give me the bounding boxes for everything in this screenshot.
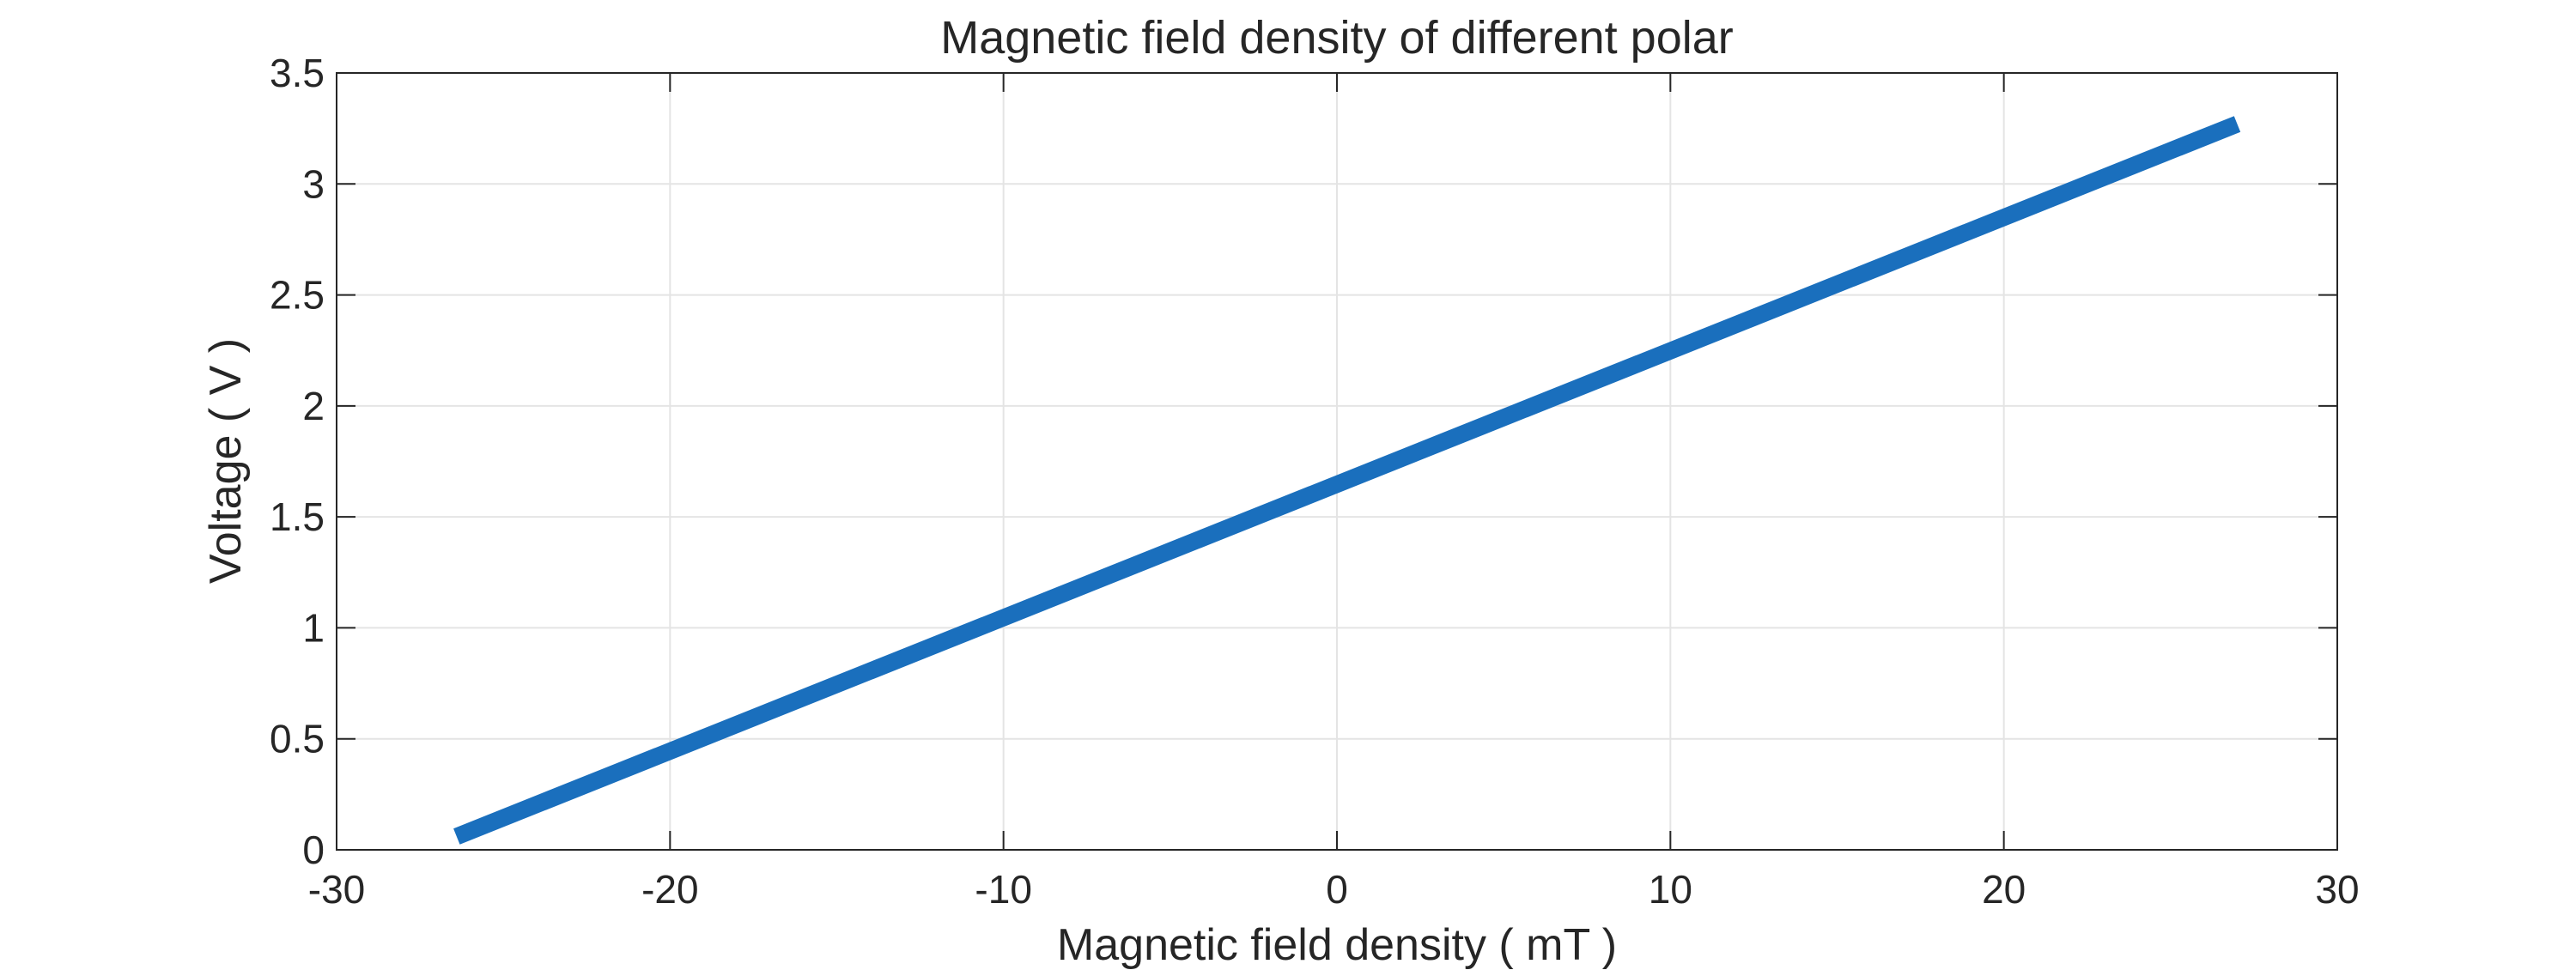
x-axis-ticks: -30 -20 -10 0 10 20 30 (308, 73, 2360, 912)
y-tick-label: 0 (302, 828, 325, 872)
y-axis-label: Voltage ( V ) (201, 338, 251, 584)
y-tick-label: 2 (302, 384, 325, 428)
x-tick-label: 0 (1326, 867, 1348, 912)
x-axis-label: Magnetic field density ( mT ) (1057, 920, 1617, 970)
y-axis-ticks: 0 0.5 1 1.5 2 2.5 3 3.5 (270, 51, 2337, 872)
x-tick-label: 10 (1649, 867, 1692, 912)
y-tick-label: 1 (302, 605, 325, 650)
chart-title: Magnetic field density of different pola… (940, 12, 1734, 64)
y-tick-label: 2.5 (270, 273, 325, 318)
y-tick-label: 3.5 (270, 51, 325, 95)
x-tick-label: -30 (308, 867, 365, 912)
y-tick-label: 0.5 (270, 717, 325, 761)
series-line (453, 116, 2241, 845)
grid (337, 73, 2337, 850)
x-tick-label: -10 (975, 867, 1031, 912)
series-layer (453, 116, 2241, 845)
y-tick-label: 3 (302, 161, 325, 206)
x-tick-label: 20 (1982, 867, 2026, 912)
x-tick-label: 30 (2315, 867, 2359, 912)
y-tick-label: 1.5 (270, 494, 325, 539)
x-tick-label: -20 (641, 867, 698, 912)
